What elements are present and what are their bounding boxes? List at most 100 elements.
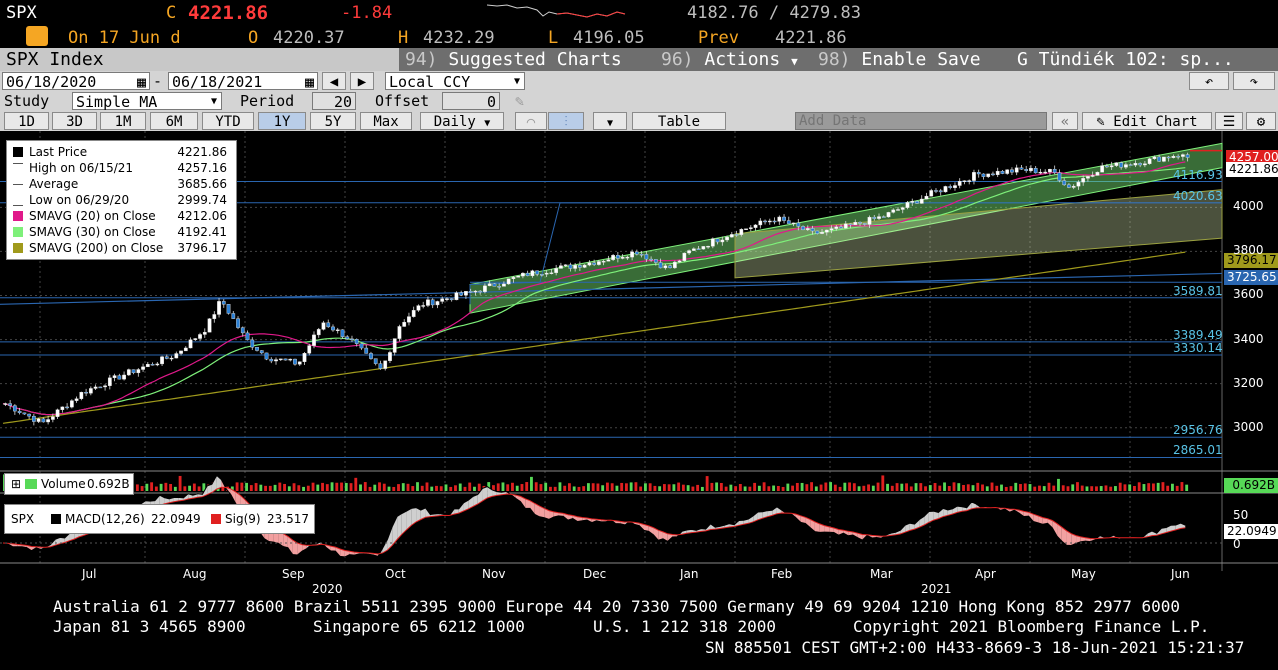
offset-input[interactable]: 0	[442, 92, 500, 111]
prev-period-button[interactable]: ◀	[322, 72, 346, 90]
volume-bar	[705, 476, 709, 491]
volume-bar	[1057, 478, 1060, 491]
macd-fill	[776, 506, 782, 514]
range-ytd-button[interactable]: YTD	[202, 112, 254, 130]
candle-body	[848, 223, 853, 226]
candle-body	[183, 347, 188, 352]
options-button[interactable]: ⚙	[1246, 112, 1276, 130]
range-6m-button[interactable]: 6M	[150, 112, 198, 130]
candle-body	[1029, 168, 1033, 171]
range-1d-button[interactable]: 1D	[4, 112, 49, 130]
candle-body	[221, 301, 226, 305]
chart-legend[interactable]: Last Price 4221.86 High on 06/15/21 4257.16…	[6, 140, 237, 260]
candle-body	[188, 339, 193, 349]
legend-row[interactable]: SMAVG (30) on Close 4192.41	[11, 224, 233, 240]
candle-body	[255, 347, 259, 351]
chevron-down-icon: ▼	[513, 76, 520, 87]
suggested-charts-button[interactable]: 94) Suggested Charts	[399, 48, 661, 71]
undo-button[interactable]: ↶	[1189, 72, 1229, 90]
pencil-icon[interactable]: ✎	[515, 92, 525, 110]
candle-body	[891, 209, 896, 213]
candle-body	[905, 202, 910, 208]
period-input[interactable]: 20	[312, 92, 356, 111]
enable-save-button[interactable]: 98) Enable Save	[812, 48, 1017, 71]
edit-chart-button[interactable]: ✎ Edit Chart	[1082, 112, 1212, 130]
volume-bar	[306, 485, 310, 491]
range-1m-button[interactable]: 1M	[100, 112, 146, 130]
gauge-icon[interactable]	[26, 26, 48, 46]
macd-fill	[1076, 535, 1081, 544]
candle-body	[416, 305, 421, 311]
add-data-input[interactable]	[795, 112, 1047, 130]
line-chart-toggle[interactable]: ⌒	[515, 112, 547, 130]
legend-value: 3796.17	[177, 241, 227, 255]
macd-fill	[914, 519, 920, 530]
end-date-input[interactable]: 06/18/2021 ▦	[168, 72, 318, 91]
candle-body	[126, 369, 131, 376]
range-max-button[interactable]: Max	[360, 112, 412, 130]
currency-select[interactable]: Local CCY ▼	[385, 72, 525, 91]
candle-body	[1133, 163, 1138, 166]
volume-bar	[639, 486, 643, 491]
candle-body	[720, 239, 725, 243]
candle-body	[734, 234, 739, 236]
candle-body	[986, 173, 991, 177]
candle-body	[981, 173, 986, 177]
legend-row[interactable]: SMAVG (20) on Close 4212.06	[11, 208, 233, 224]
legend-row[interactable]: High on 06/15/21 4257.16	[11, 160, 233, 176]
candle-body	[829, 228, 834, 231]
close-label: C	[166, 3, 177, 23]
expand-icon[interactable]: ⊞	[11, 477, 22, 491]
frequency-select[interactable]: Daily ▼	[420, 112, 504, 130]
table-button[interactable]: Table	[632, 112, 726, 130]
pencil-icon: ✎	[1096, 114, 1105, 130]
volume-bar	[387, 486, 391, 491]
candle-body	[364, 347, 369, 354]
candle-body	[815, 230, 820, 234]
candle-body	[240, 327, 245, 334]
volume-bar	[292, 483, 296, 491]
high-price-tag: 4257.00	[1226, 150, 1278, 165]
volume-bar	[852, 483, 856, 491]
volume-bar	[268, 485, 272, 491]
candle-body	[288, 358, 293, 361]
macd-fill	[520, 496, 526, 509]
volume-bar	[568, 483, 571, 491]
legend-row[interactable]: Last Price 4221.86	[11, 144, 233, 160]
volume-bar	[254, 483, 258, 491]
redo-button[interactable]: ↷	[1233, 72, 1275, 90]
volume-bar	[392, 486, 396, 491]
chart-type-dropdown[interactable]: ▼	[593, 112, 627, 130]
candle-chart-toggle[interactable]: ⫶	[548, 112, 584, 130]
macd-fill	[392, 516, 398, 546]
user-chart-name[interactable]: G Tündiék 102: sp...	[1011, 48, 1278, 71]
candle-body	[36, 418, 41, 422]
macd-fill	[933, 511, 939, 521]
legend-row[interactable]: Average 3685.66	[11, 176, 233, 192]
next-period-button[interactable]: ▶	[350, 72, 374, 90]
volume-bar	[748, 486, 752, 491]
volume-bar	[416, 482, 419, 491]
volume-bar	[401, 483, 405, 491]
study-select[interactable]: Simple MA ▼	[72, 92, 222, 111]
volume-bar	[1128, 484, 1132, 491]
range-5y-button[interactable]: 5Y	[310, 112, 356, 130]
legend-row[interactable]: SMAVG (200) on Close 3796.17	[11, 240, 233, 256]
collapse-button[interactable]: «	[1052, 112, 1078, 130]
price-chart[interactable]	[0, 131, 1278, 598]
candle-body	[1109, 165, 1114, 168]
start-date-input[interactable]: 06/18/2020 ▦	[2, 72, 150, 91]
volume-bar	[382, 483, 386, 491]
legend-row[interactable]: Low on 06/29/20 2999.74	[11, 192, 233, 208]
candle-body	[359, 343, 364, 349]
settings-button[interactable]: ☰	[1215, 112, 1243, 130]
candle-body	[915, 201, 919, 204]
calendar-icon[interactable]: ▦	[136, 73, 146, 91]
candle-body	[1052, 168, 1057, 173]
line-chart-icon: ⌒	[526, 114, 536, 130]
actions-menu[interactable]: 96) Actions ▼	[655, 48, 817, 71]
volume-bar	[800, 482, 804, 491]
calendar-icon[interactable]: ▦	[304, 73, 314, 91]
range-1y-button[interactable]: 1Y	[258, 112, 306, 130]
range-3d-button[interactable]: 3D	[52, 112, 97, 130]
